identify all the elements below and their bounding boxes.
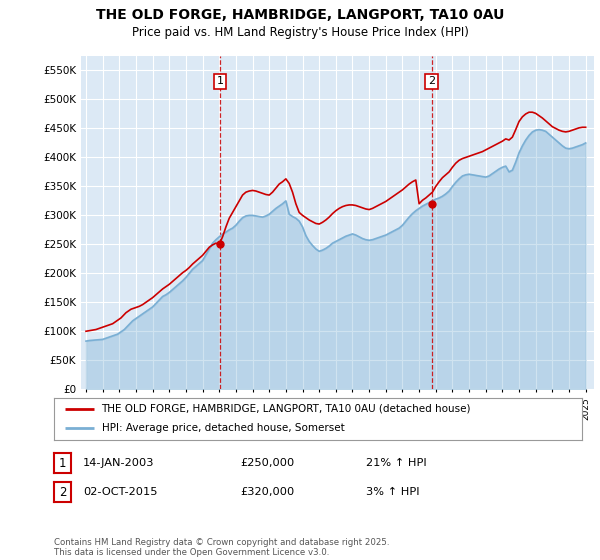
Text: £250,000: £250,000: [240, 458, 294, 468]
Text: 3% ↑ HPI: 3% ↑ HPI: [366, 487, 419, 497]
Text: £320,000: £320,000: [240, 487, 294, 497]
Text: THE OLD FORGE, HAMBRIDGE, LANGPORT, TA10 0AU (detached house): THE OLD FORGE, HAMBRIDGE, LANGPORT, TA10…: [101, 404, 471, 414]
Text: 02-OCT-2015: 02-OCT-2015: [83, 487, 157, 497]
Text: HPI: Average price, detached house, Somerset: HPI: Average price, detached house, Some…: [101, 423, 344, 433]
Text: THE OLD FORGE, HAMBRIDGE, LANGPORT, TA10 0AU: THE OLD FORGE, HAMBRIDGE, LANGPORT, TA10…: [96, 8, 504, 22]
Text: 14-JAN-2003: 14-JAN-2003: [83, 458, 154, 468]
Text: 1: 1: [217, 76, 223, 86]
Text: 2: 2: [428, 76, 435, 86]
Text: 21% ↑ HPI: 21% ↑ HPI: [366, 458, 427, 468]
Text: Contains HM Land Registry data © Crown copyright and database right 2025.
This d: Contains HM Land Registry data © Crown c…: [54, 538, 389, 557]
Text: 2: 2: [59, 486, 66, 499]
Text: 1: 1: [59, 456, 66, 470]
Text: Price paid vs. HM Land Registry's House Price Index (HPI): Price paid vs. HM Land Registry's House …: [131, 26, 469, 39]
